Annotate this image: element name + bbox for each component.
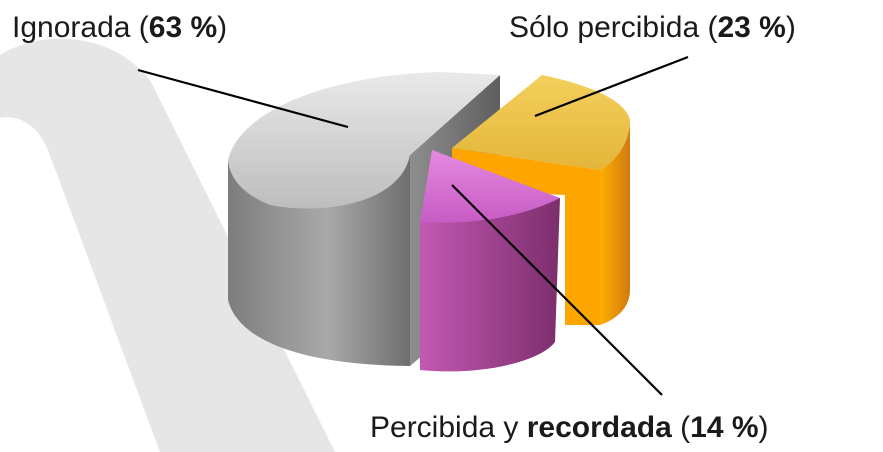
leader-line-ignorada <box>137 68 349 129</box>
leader-line-solo-percibida <box>534 55 689 118</box>
callout-percibida-recordada: Percibida y recordada (14 %) <box>370 411 769 444</box>
slice-solo-percibida-top <box>452 75 630 170</box>
slice-ignorada-side <box>228 155 410 366</box>
callout-solo-percibida: Sólo percibida (23 %) <box>509 11 796 44</box>
slice-solo-percibida-front <box>452 148 600 325</box>
pie-slice-percibida-recordada <box>420 150 560 372</box>
callout-ignorada: Ignorada (63 %) <box>12 11 228 44</box>
value-percibida-recordada: 14 % <box>690 411 759 444</box>
label-recordada: recordada <box>526 411 672 444</box>
slice-percibida-recordada-front <box>420 198 560 372</box>
value-solo-percibida: 23 % <box>717 11 786 44</box>
background-band <box>0 38 335 452</box>
slice-percibida-recordada-top <box>420 150 560 223</box>
value-ignorada: 63 % <box>148 11 218 44</box>
label-solo-percibida: Sólo percibida <box>509 11 700 44</box>
slice-ignorada-top <box>228 72 500 209</box>
slice-solo-percibida-side <box>600 120 630 325</box>
label-percibida-prefix: Percibida y <box>370 411 527 444</box>
label-ignorada: Ignorada <box>12 11 131 44</box>
pie-slice-solo-percibida <box>452 75 630 325</box>
leader-line-percibida-recordada <box>451 184 663 396</box>
